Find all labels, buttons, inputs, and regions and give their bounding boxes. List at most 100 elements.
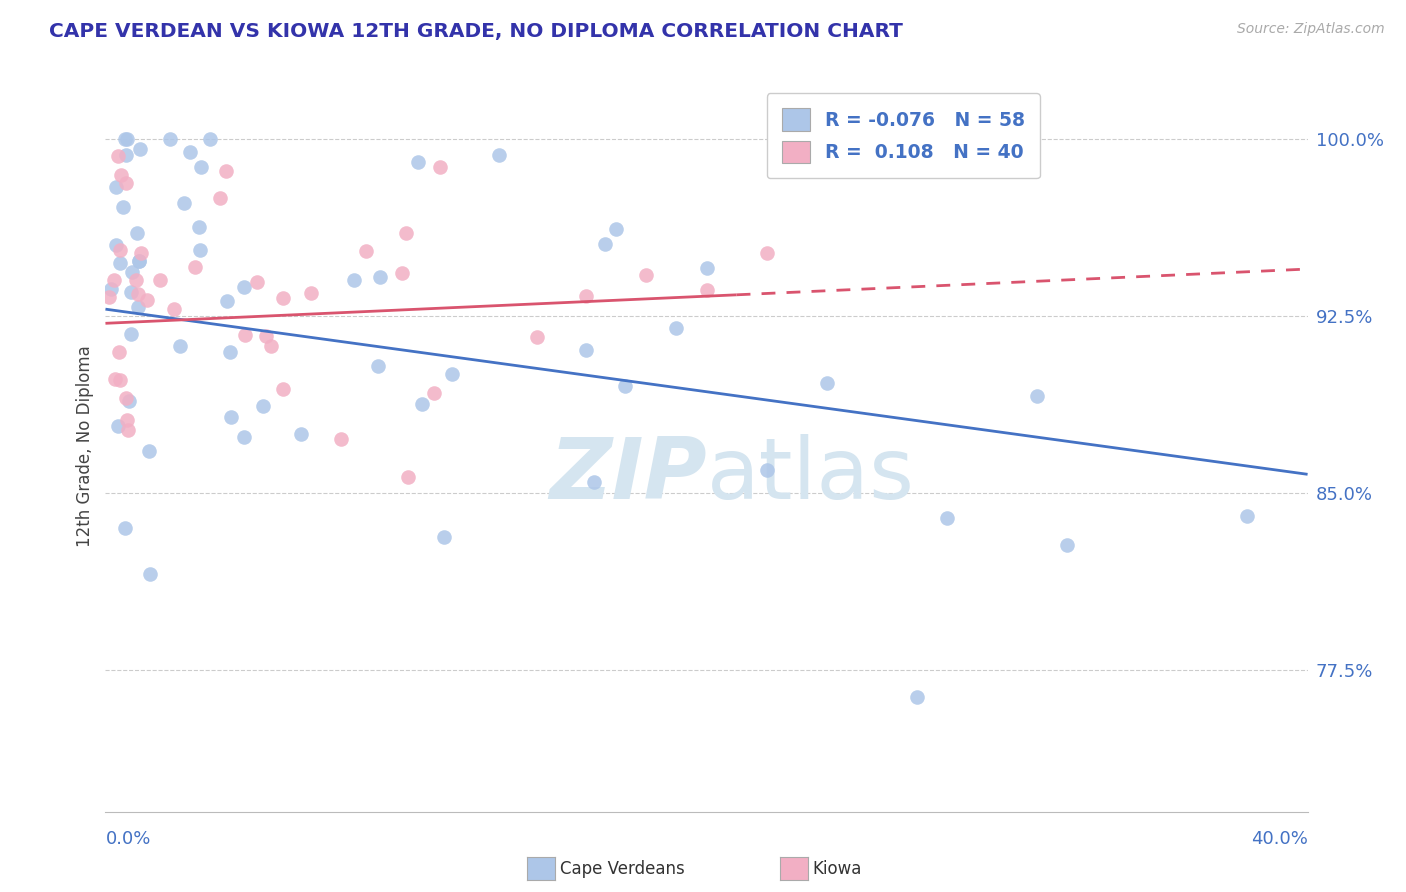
Point xyxy=(354,244,377,259)
Point xyxy=(108,243,131,257)
Point xyxy=(217,294,239,309)
Point xyxy=(665,321,688,335)
Point xyxy=(1236,509,1258,524)
Point xyxy=(138,443,160,458)
Point xyxy=(209,191,232,205)
Point xyxy=(488,147,510,161)
Point xyxy=(103,273,125,287)
Point xyxy=(605,221,627,235)
Point xyxy=(125,273,148,287)
Point xyxy=(115,132,138,146)
Point xyxy=(260,339,283,353)
Point xyxy=(114,176,136,190)
Text: atlas: atlas xyxy=(707,434,914,516)
Point xyxy=(395,226,418,240)
Point xyxy=(159,132,181,146)
Point xyxy=(429,160,451,174)
Point xyxy=(114,391,136,405)
Point xyxy=(1056,538,1078,552)
Text: 0.0%: 0.0% xyxy=(105,830,150,848)
Point xyxy=(246,276,269,290)
Point xyxy=(368,269,391,284)
Point xyxy=(593,236,616,251)
Point xyxy=(128,254,150,268)
Point xyxy=(755,463,778,477)
Text: Source: ZipAtlas.com: Source: ZipAtlas.com xyxy=(1237,22,1385,37)
Point xyxy=(127,287,149,301)
Text: Cape Verdeans: Cape Verdeans xyxy=(560,860,685,878)
Point xyxy=(396,469,419,483)
Point xyxy=(411,397,433,411)
Point xyxy=(391,266,413,280)
Point xyxy=(233,430,256,444)
Point xyxy=(198,132,221,146)
Point xyxy=(127,300,149,314)
Point xyxy=(273,382,295,396)
Point xyxy=(110,168,132,182)
Point xyxy=(254,328,277,343)
Point xyxy=(440,367,463,381)
Point xyxy=(406,154,429,169)
Point xyxy=(128,254,150,268)
Point xyxy=(128,142,150,156)
Point xyxy=(120,285,142,299)
Point xyxy=(114,521,136,535)
Point xyxy=(110,256,132,270)
Point xyxy=(121,265,143,279)
Point xyxy=(613,379,636,393)
Point xyxy=(117,423,139,437)
Point xyxy=(118,394,141,409)
Point xyxy=(108,373,131,387)
Point xyxy=(905,690,928,705)
Point xyxy=(755,246,778,260)
Point xyxy=(188,220,211,235)
Point xyxy=(97,290,120,304)
Point xyxy=(104,372,127,386)
Point xyxy=(330,432,353,446)
Text: CAPE VERDEAN VS KIOWA 12TH GRADE, NO DIPLOMA CORRELATION CHART: CAPE VERDEAN VS KIOWA 12TH GRADE, NO DIP… xyxy=(49,22,903,41)
Point xyxy=(235,327,257,342)
Point xyxy=(252,399,274,413)
Text: 40.0%: 40.0% xyxy=(1251,830,1308,848)
Point xyxy=(636,268,658,282)
Point xyxy=(111,200,134,214)
Point xyxy=(163,302,186,317)
Point xyxy=(696,260,718,275)
Point xyxy=(115,413,138,427)
Point xyxy=(299,285,322,300)
Point xyxy=(104,238,127,252)
Point xyxy=(1026,389,1049,403)
Point xyxy=(215,164,238,178)
Point xyxy=(271,291,294,305)
Point xyxy=(367,359,389,374)
Point xyxy=(433,531,456,545)
Point xyxy=(107,419,129,434)
Point xyxy=(219,345,242,359)
Point xyxy=(129,245,152,260)
Point xyxy=(526,330,548,344)
Point xyxy=(575,343,598,358)
Point xyxy=(290,427,312,442)
Point xyxy=(219,409,242,424)
Point xyxy=(190,160,212,174)
Point xyxy=(127,227,149,241)
Point xyxy=(169,338,191,352)
Point xyxy=(173,196,195,211)
Point xyxy=(138,567,160,582)
Point xyxy=(184,260,207,274)
Point xyxy=(115,148,138,162)
Point xyxy=(105,180,128,194)
Point xyxy=(815,376,838,390)
Y-axis label: 12th Grade, No Diploma: 12th Grade, No Diploma xyxy=(76,345,94,547)
Point xyxy=(342,273,364,287)
Point xyxy=(936,510,959,524)
Point xyxy=(107,149,129,163)
Point xyxy=(423,386,446,401)
Point xyxy=(233,280,256,294)
Text: Kiowa: Kiowa xyxy=(813,860,862,878)
Point xyxy=(108,345,131,359)
Point xyxy=(136,293,159,307)
Point xyxy=(179,145,201,159)
Point xyxy=(120,326,142,341)
Legend: R = -0.076   N = 58, R =  0.108   N = 40: R = -0.076 N = 58, R = 0.108 N = 40 xyxy=(766,94,1040,178)
